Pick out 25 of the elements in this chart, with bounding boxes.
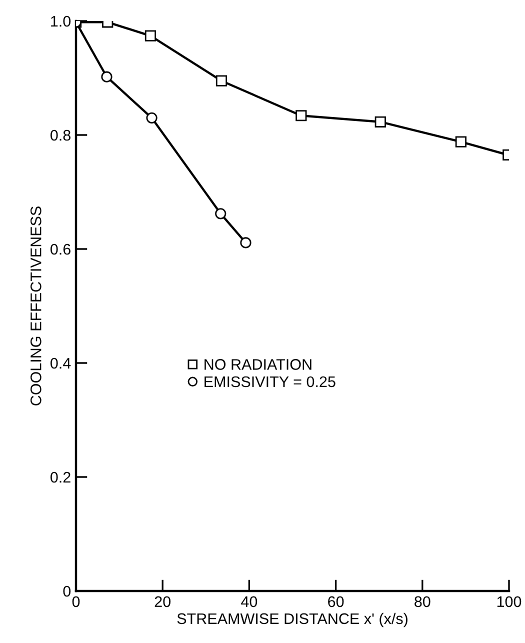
x-tick-label: 60 (328, 596, 344, 608)
point (296, 110, 307, 122)
x-tick-label: 0 (72, 596, 80, 608)
point (146, 112, 158, 124)
legend-label: EMISSIVITY = 0.25 (204, 376, 336, 388)
x-tick-label: 20 (154, 596, 170, 608)
point (374, 116, 386, 128)
x-axis-title: STREAMWISE DISTANCE x' (x/s) (177, 612, 408, 628)
point (215, 208, 226, 220)
y-tick-label: 0.2 (50, 472, 70, 483)
y-tick-label: 0.8 (50, 130, 70, 141)
legend-label: NO RADIATION (204, 359, 312, 370)
y-tick-label: 0.6 (50, 244, 70, 255)
x-tick-label: 100 (497, 596, 522, 608)
y-axis-title: COOLING EFFECTIVENESS (30, 206, 42, 406)
y-tick-label: 0 (63, 586, 71, 597)
x-tick-label: 40 (241, 596, 258, 608)
point (455, 136, 466, 148)
x-tick-label: 80 (414, 596, 430, 608)
y-tick-label: 1.0 (51, 16, 71, 27)
point (144, 30, 156, 42)
point (101, 71, 112, 82)
point (240, 237, 252, 248)
y-tick-label: 0.4 (50, 358, 71, 369)
point (216, 75, 228, 86)
